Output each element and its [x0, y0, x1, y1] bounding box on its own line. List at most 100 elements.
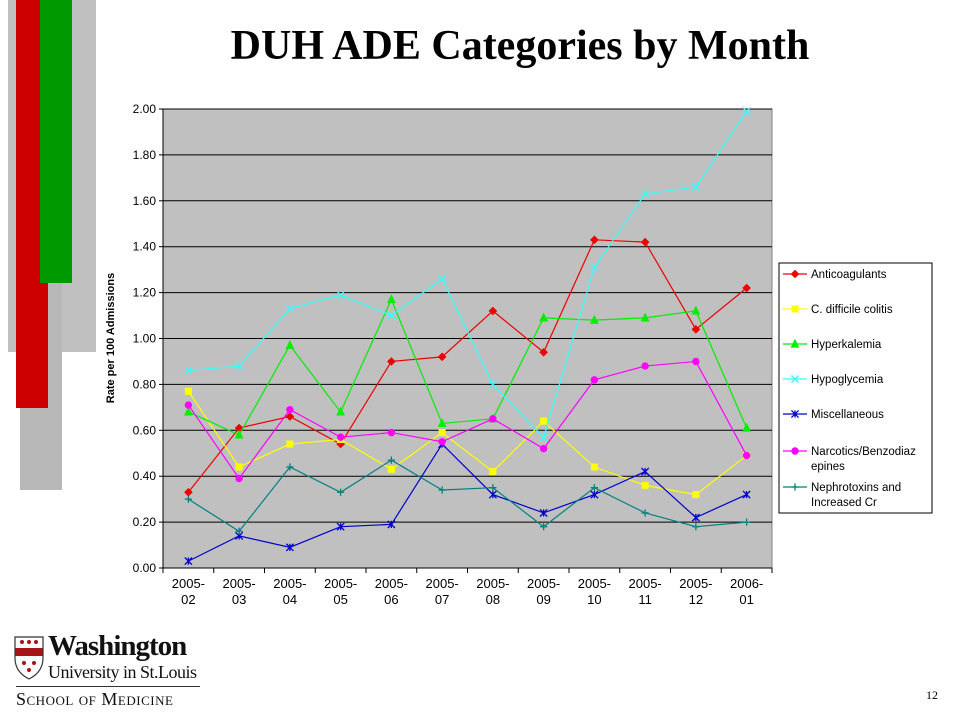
series-lines	[183, 107, 752, 566]
legend-entry: Hyperkalemia	[783, 338, 882, 351]
slide-title: DUH ADE Categories by Month	[230, 23, 810, 69]
data-point	[336, 406, 346, 416]
data-point	[691, 325, 701, 334]
data-point	[641, 467, 650, 476]
logo-line-school: School of Medicine	[16, 689, 174, 709]
data-point	[438, 486, 446, 494]
data-point	[387, 456, 395, 464]
legend-marker	[791, 305, 799, 313]
legend-marker	[791, 483, 799, 491]
data-point	[184, 557, 193, 566]
data-point	[590, 235, 599, 245]
legend-label: Nephrotoxins and Increased Cr	[811, 482, 901, 509]
data-point	[743, 518, 751, 526]
data-point	[286, 405, 294, 414]
data-point	[692, 523, 700, 531]
data-point	[285, 340, 295, 349]
y-axis: 0.00 0.20 0.40 0.60 0.80 1.00 1.20 1.40 1.60 1.80…	[133, 102, 164, 575]
data-point	[691, 305, 701, 315]
legend-entry: Anticoagulants	[783, 269, 887, 281]
data-point	[692, 357, 700, 366]
y-tick-label: 1.80	[133, 148, 157, 162]
y-tick-label: 1.40	[133, 240, 157, 254]
data-point	[640, 237, 650, 247]
x-tick-label: 2006-01	[730, 576, 763, 607]
data-point	[489, 468, 497, 476]
data-point	[285, 304, 294, 313]
x-tick-label: 2005-07	[426, 576, 459, 607]
y-tick-label: 0.20	[133, 515, 157, 529]
data-point	[438, 438, 446, 446]
shield-icon	[14, 636, 44, 680]
data-point	[183, 406, 193, 416]
data-point	[742, 490, 751, 499]
data-point	[539, 444, 548, 453]
data-point	[336, 433, 345, 441]
data-point	[641, 481, 649, 489]
data-point	[286, 440, 294, 448]
legend-entry: Hypoglycemia	[783, 374, 884, 386]
data-point	[488, 306, 498, 316]
y-tick-label: 1.60	[133, 194, 157, 208]
legend-marker	[790, 409, 800, 419]
data-point	[640, 312, 650, 322]
data-point	[539, 312, 549, 322]
x-tick-label: 2005-09	[527, 576, 560, 607]
university-logo: Washington University in St.Louis School…	[14, 630, 214, 712]
data-point	[540, 417, 548, 425]
x-tick-label: 2005-10	[578, 576, 611, 607]
data-point	[590, 376, 599, 384]
legend-label: Anticoagulants	[811, 269, 887, 281]
data-point	[235, 527, 243, 535]
x-tick-label: 2005-05	[324, 576, 357, 607]
data-point	[488, 380, 497, 389]
data-point	[742, 422, 752, 432]
data-point	[184, 387, 192, 395]
series-hyperkalemia	[183, 294, 752, 439]
data-point	[489, 415, 497, 423]
x-tick-label: 2005-03	[223, 576, 256, 607]
series-line	[188, 297, 748, 436]
data-point	[336, 522, 345, 531]
legend-entry: Nephrotoxins and Increased Cr	[783, 482, 901, 509]
data-point	[387, 357, 396, 366]
x-tick-label: 2005-12	[679, 576, 712, 607]
y-tick-label: 0.00	[133, 561, 157, 575]
y-tick-label: 0.40	[133, 469, 157, 483]
data-point	[488, 490, 497, 499]
data-point	[235, 474, 243, 483]
y-tick-label: 0.60	[133, 423, 157, 437]
legend-marker	[790, 338, 800, 348]
y-axis-label: Rate per 100 Admissions	[105, 273, 117, 403]
data-point	[692, 491, 700, 499]
x-tick-label: 2005-02	[172, 576, 205, 607]
logo-divider	[16, 686, 200, 687]
y-tick-label: 1.20	[133, 286, 157, 300]
data-point	[184, 401, 193, 409]
x-axis: 2005-02 2005-03 2005-04 2005-05 2005-06 2005-…	[162, 567, 773, 607]
data-point	[438, 274, 447, 283]
decor-bar-green	[40, 0, 72, 283]
data-point	[539, 433, 548, 442]
data-point	[336, 290, 345, 299]
x-tick-label: 2005-06	[375, 576, 408, 607]
data-point	[438, 429, 446, 437]
series-nephrotoxins-and-increased-cr	[184, 456, 751, 535]
legend-label: Miscellaneous	[811, 409, 884, 421]
data-point	[742, 451, 751, 460]
data-point	[691, 182, 700, 192]
x-tick-label: 2005-04	[273, 576, 306, 607]
data-point	[184, 366, 193, 375]
data-point	[691, 513, 700, 522]
data-point	[235, 463, 243, 471]
legend-entry: C. difficile colitis	[783, 304, 893, 316]
legend-label: Narcotics/Benzodiaz epines	[811, 446, 916, 473]
plot-area	[162, 108, 773, 569]
y-tick-label: 2.00	[133, 102, 157, 116]
data-point	[387, 428, 396, 437]
series-narcotics-benzodiazepines	[184, 357, 751, 483]
legend-label: C. difficile colitis	[811, 304, 893, 316]
data-point	[540, 523, 548, 531]
series-hypoglycemia	[184, 107, 751, 442]
